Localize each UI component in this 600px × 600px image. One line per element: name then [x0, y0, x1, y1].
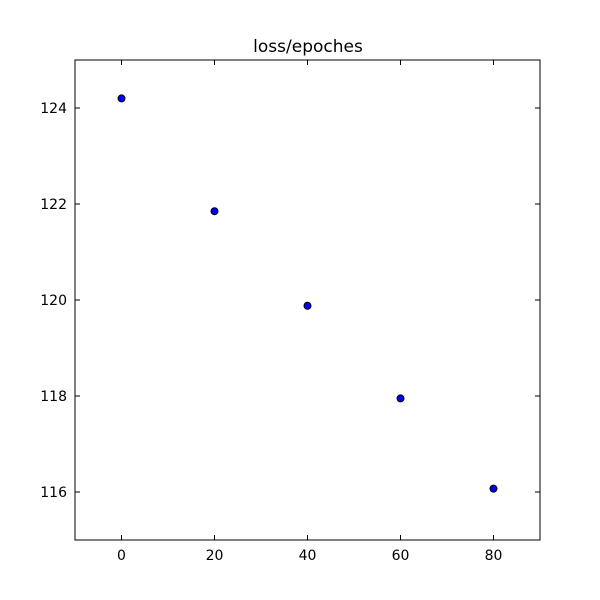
x-tick-label: 60: [392, 548, 410, 564]
scatter-point: [396, 394, 405, 403]
chart-title: loss/epoches: [253, 37, 363, 57]
y-tick-label: 120: [40, 293, 67, 309]
x-tick-label: 40: [299, 548, 317, 564]
scatter-point: [489, 484, 498, 493]
y-tick-label: 124: [40, 101, 67, 117]
scatter-point: [303, 301, 312, 310]
y-tick-label: 116: [40, 485, 67, 501]
data-points: [117, 94, 498, 493]
axis-ticks: 0 20 40 60 80 116 118 120 122 124: [40, 60, 540, 564]
scatter-point: [117, 94, 126, 103]
x-tick-label: 0: [117, 548, 126, 564]
x-tick-label: 80: [485, 548, 503, 564]
scatter-point: [210, 207, 219, 216]
plot-frame: [74, 59, 541, 541]
y-tick-label: 122: [40, 197, 67, 213]
y-tick-label: 118: [40, 389, 67, 405]
x-tick-label: 20: [206, 548, 224, 564]
